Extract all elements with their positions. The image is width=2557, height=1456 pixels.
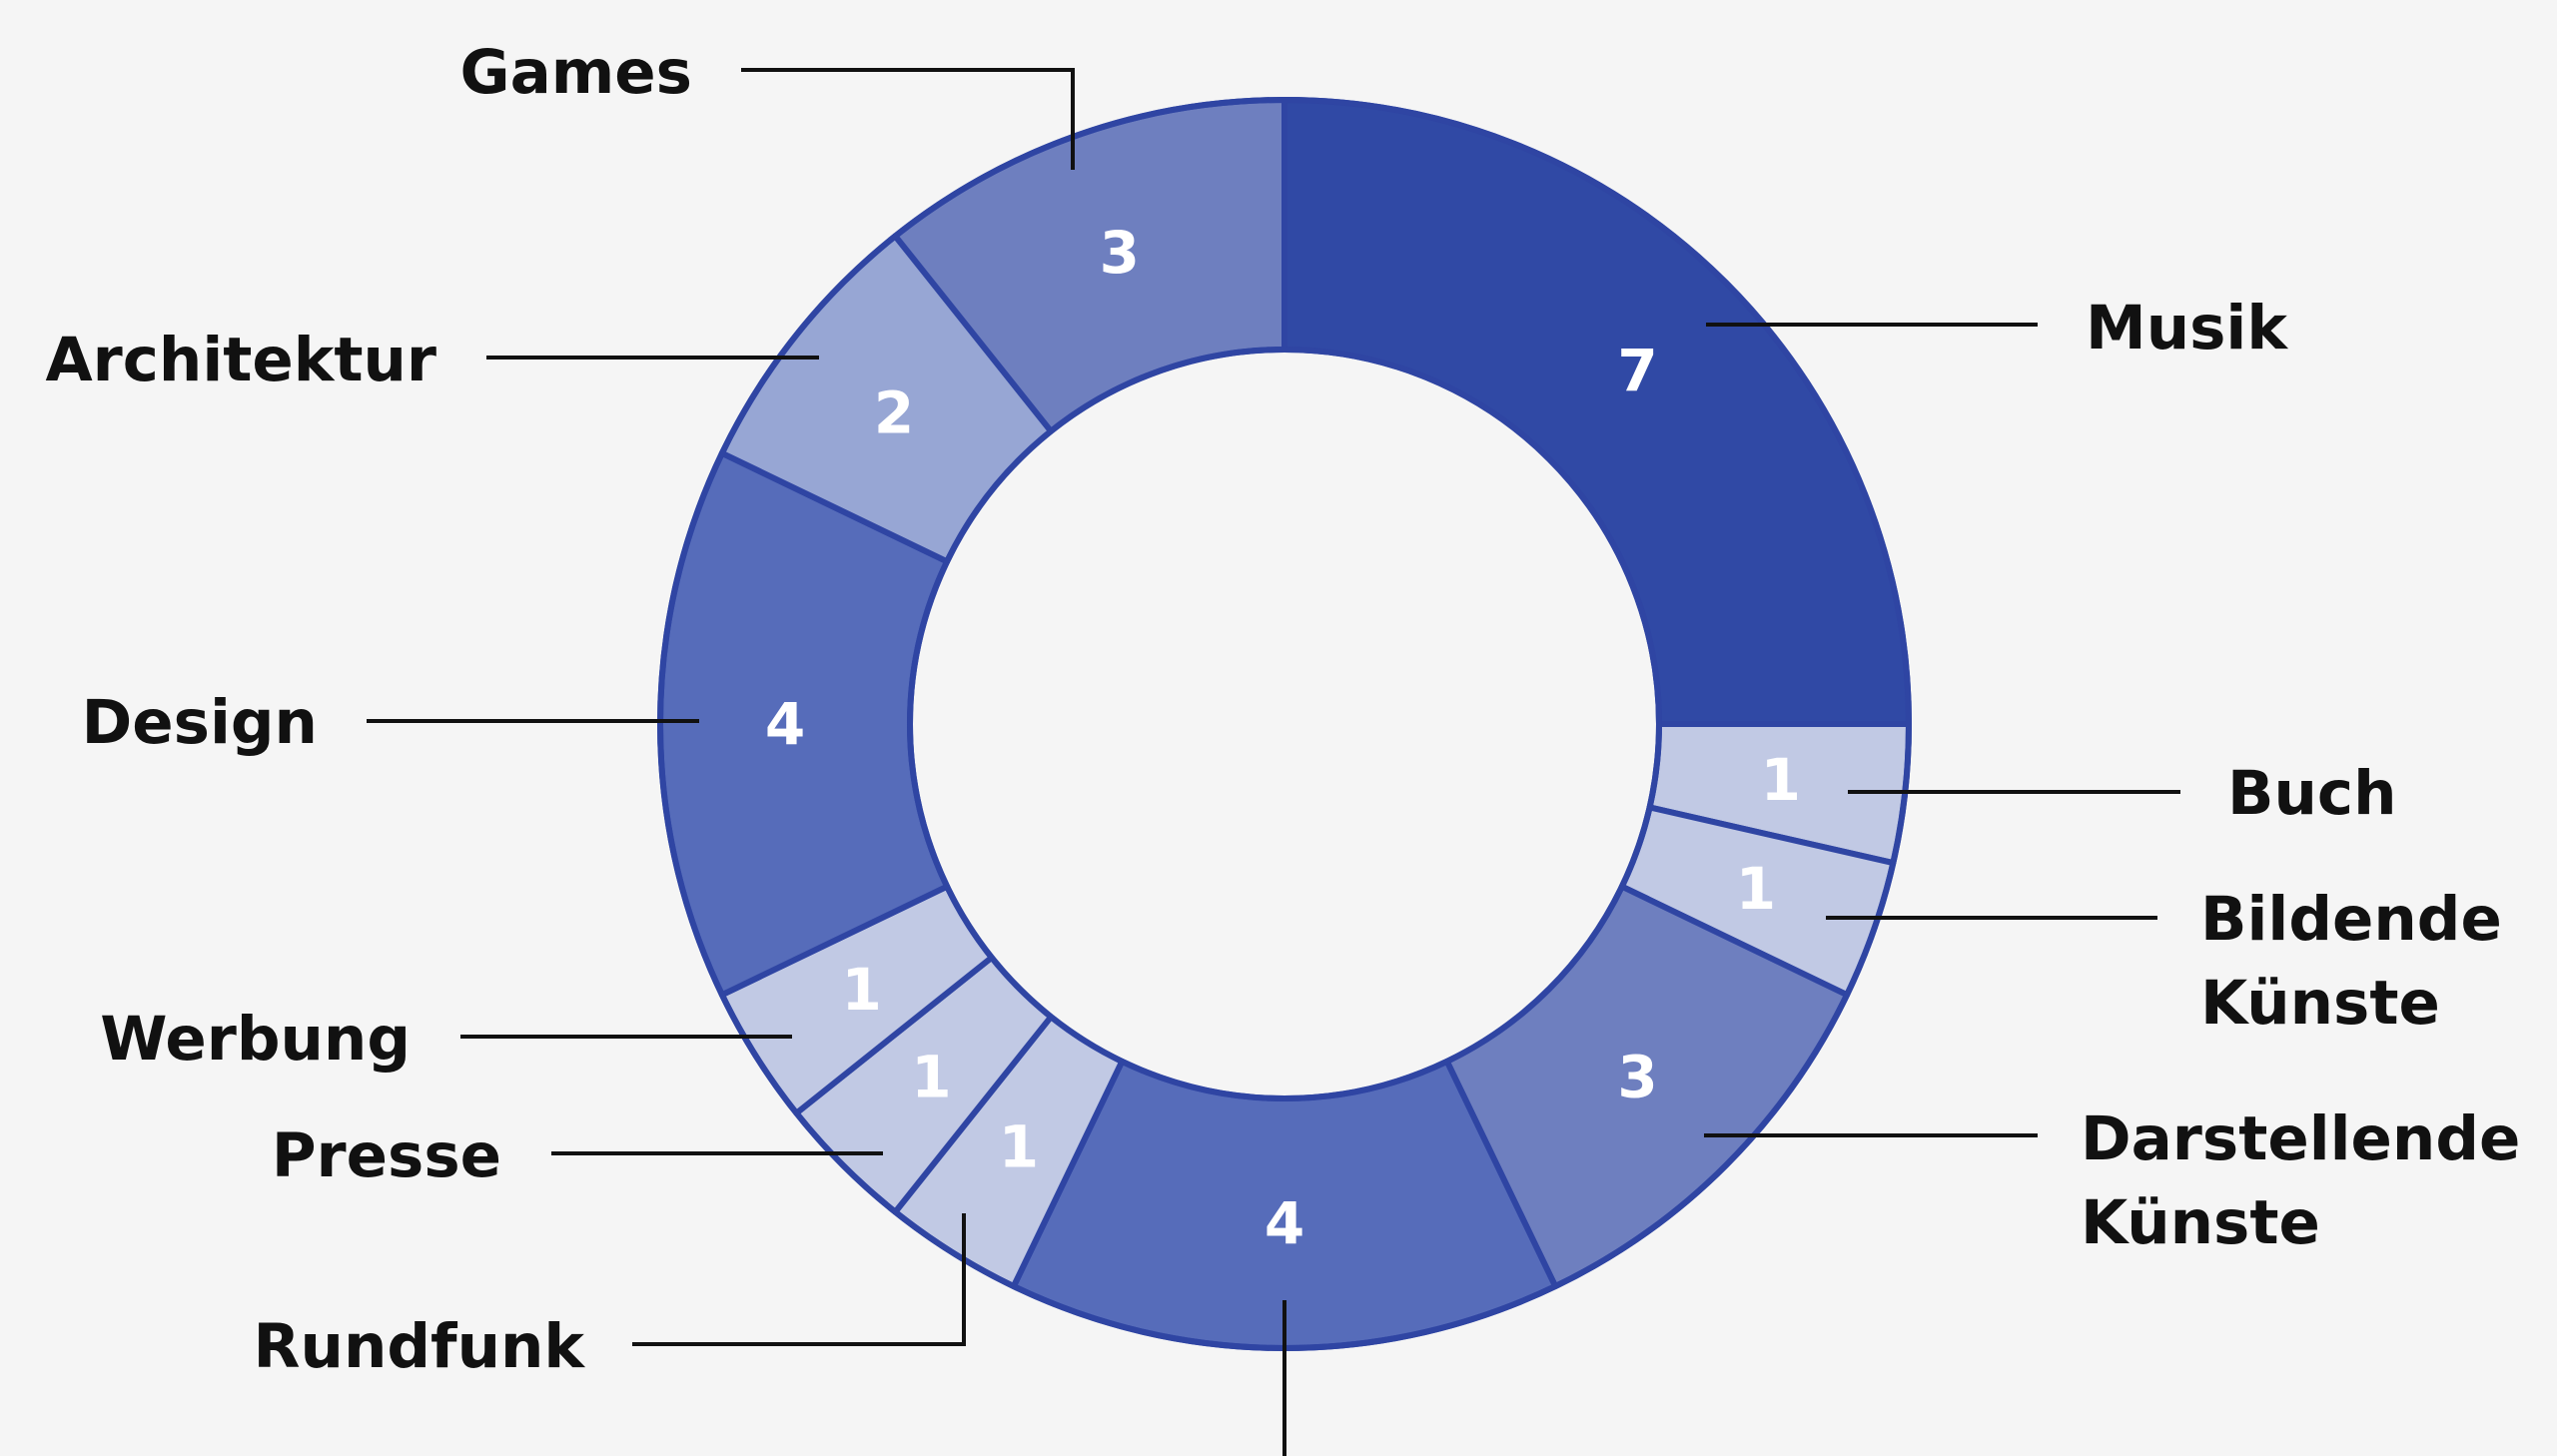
value-label-darstellende-kuenste-3: 3 — [1617, 1044, 1657, 1111]
category-label-architektur: Architektur — [45, 325, 436, 395]
category-label-werbung: Werbung — [100, 1004, 411, 1075]
value-label-werbung-7: 1 — [841, 956, 881, 1024]
value-label-architektur-9: 2 — [874, 378, 914, 446]
value-label-musik-0: 7 — [1617, 337, 1657, 404]
category-label-musik: Musik — [2086, 293, 2288, 364]
value-label-bildende-kuenste-2: 1 — [1736, 855, 1776, 923]
leader-line-rundfunk-5 — [632, 1213, 966, 1346]
value-label-rundfunk-5: 1 — [999, 1112, 1039, 1180]
value-label-buch-1: 1 — [1761, 746, 1801, 814]
leader-line-games-10 — [741, 68, 1075, 170]
category-labels-group: Musik Buch Bildende Künste Darstellende Künst… — [45, 37, 2520, 1382]
value-label-design-8: 4 — [765, 690, 805, 758]
value-label-presse-6: 1 — [911, 1044, 951, 1111]
category-label-buch: Buch — [2227, 758, 2397, 829]
value-label-unlabeled-4: 4 — [1265, 1189, 1304, 1257]
category-label-design: Design — [82, 687, 318, 758]
category-label-darstellende-kuenste: Darstellende Künste — [2081, 1103, 2520, 1258]
category-label-games: Games — [460, 37, 692, 108]
slice-musik-0 — [1281, 97, 1912, 727]
category-label-rundfunk: Rundfunk — [254, 1311, 586, 1382]
category-label-presse: Presse — [272, 1120, 501, 1191]
ring-inner-edge — [907, 347, 1662, 1101]
slices-group — [657, 97, 1912, 1351]
category-label-bildende-kuenste: Bildende Künste — [2200, 884, 2502, 1039]
leader-lines-group — [367, 68, 2180, 1456]
value-label-games-10: 3 — [1100, 219, 1140, 287]
